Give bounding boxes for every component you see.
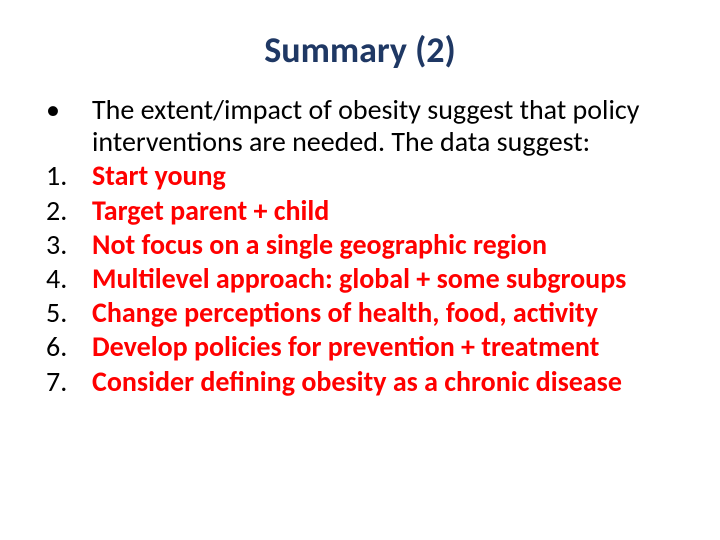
intro-row: • The extent/impact of obesity suggest t… bbox=[36, 94, 684, 158]
list-item-marker: 3. bbox=[36, 229, 92, 261]
list-item-marker: 6. bbox=[36, 331, 92, 363]
list-item: 3.Not focus on a single geographic regio… bbox=[36, 229, 684, 261]
list-item: 2.Target parent + child bbox=[36, 195, 684, 227]
list-item-text: Not focus on a single geographic region bbox=[92, 229, 684, 261]
list-item-marker: 1. bbox=[36, 160, 92, 192]
slide-body: • The extent/impact of obesity suggest t… bbox=[36, 94, 684, 398]
list-item-text: Develop policies for prevention + treatm… bbox=[92, 331, 684, 363]
list-item-marker: 7. bbox=[36, 366, 92, 398]
list-item: 7.Consider defining obesity as a chronic… bbox=[36, 366, 684, 398]
list-item-text: Change perceptions of health, food, acti… bbox=[92, 297, 684, 329]
list-item: 6.Develop policies for prevention + trea… bbox=[36, 331, 684, 363]
list-item-text: Consider defining obesity as a chronic d… bbox=[92, 366, 684, 398]
list-item-text: Multilevel approach: global + some subgr… bbox=[92, 263, 684, 295]
list-item: 5.Change perceptions of health, food, ac… bbox=[36, 297, 684, 329]
slide: Summary (2) • The extent/impact of obesi… bbox=[0, 0, 720, 540]
list-item-marker: 4. bbox=[36, 263, 92, 295]
list-item-marker: 5. bbox=[36, 297, 92, 329]
list-item: 1.Start young bbox=[36, 160, 684, 192]
list-item-text: Target parent + child bbox=[92, 195, 684, 227]
list-item-text: Start young bbox=[92, 160, 684, 192]
slide-title: Summary (2) bbox=[36, 28, 684, 72]
numbered-list: 1.Start young2.Target parent + child3.No… bbox=[36, 160, 684, 397]
intro-text: The extent/impact of obesity suggest tha… bbox=[92, 94, 684, 158]
list-item-marker: 2. bbox=[36, 195, 92, 227]
bullet-marker: • bbox=[36, 94, 92, 158]
list-item: 4.Multilevel approach: global + some sub… bbox=[36, 263, 684, 295]
